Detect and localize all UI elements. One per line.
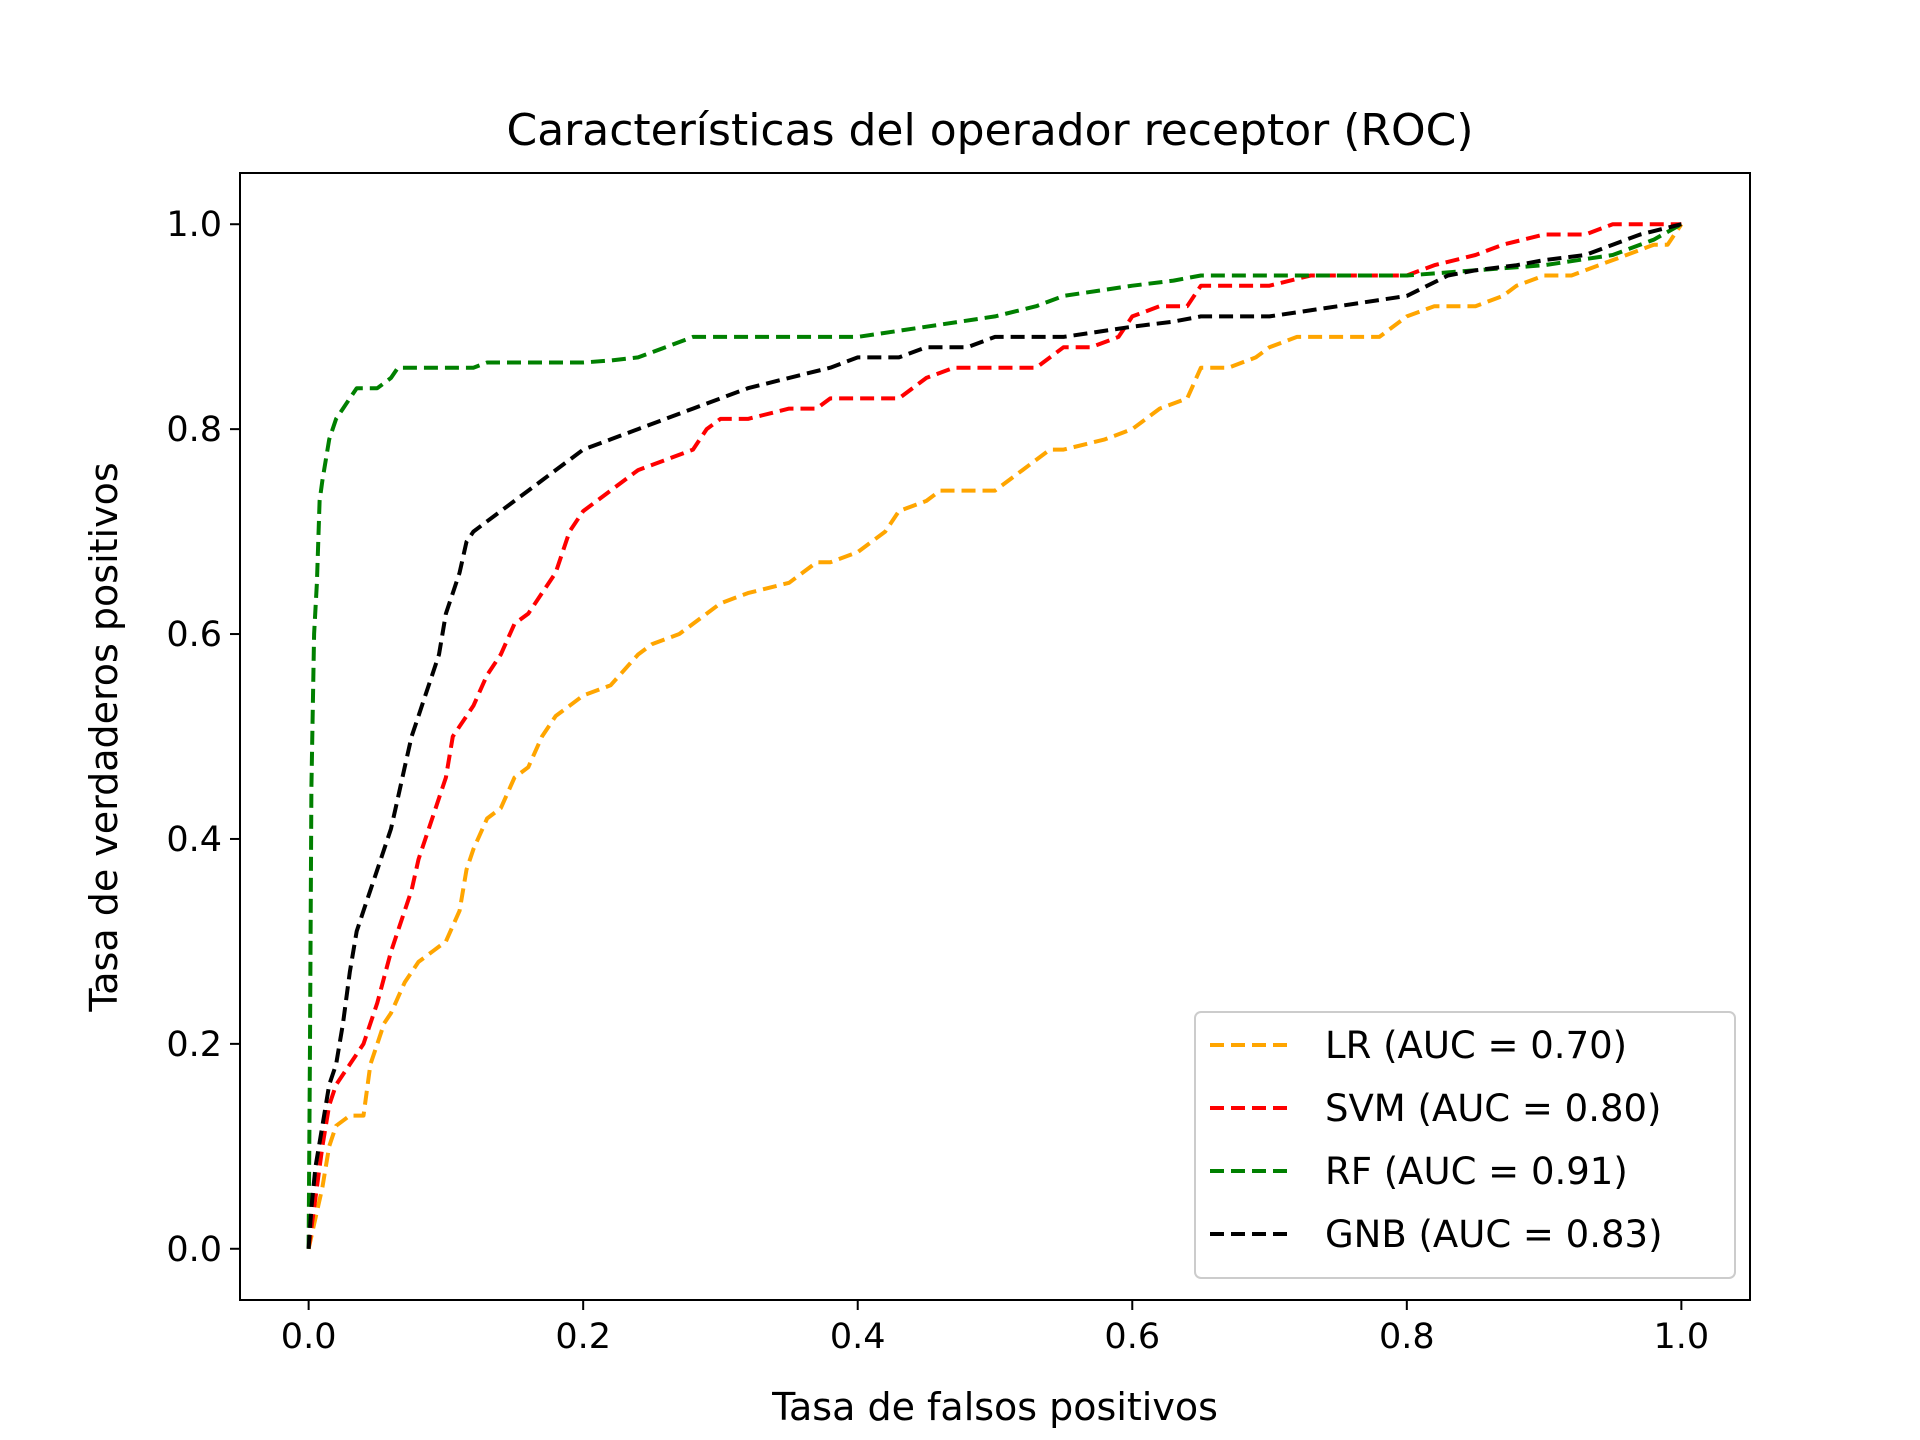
y-axis-label: Tasa de verdaderos positivos: [82, 462, 126, 1012]
series-line-3: [306, 222, 1682, 1249]
legend-items: LR (AUC = 0.70) SVM (AUC = 0.80) RF (AUC =…: [1210, 1024, 1663, 1256]
legend-label-2: RF (AUC = 0.91): [1325, 1150, 1628, 1193]
y-tick-label: 0.4: [166, 820, 222, 860]
y-tick-label: 0.6: [166, 615, 222, 655]
series-layer: [306, 222, 1684, 1250]
series-line-1: [306, 222, 1682, 1250]
series-line-2: [306, 222, 1683, 1249]
axes-frame: [239, 172, 1751, 1301]
x-tick-label: 0.4: [830, 1317, 886, 1357]
chart-title: Características del operador receptor (R…: [506, 105, 1473, 156]
x-tick-label: 0.6: [1104, 1317, 1160, 1357]
axes-area: 0.0 0.2 0.4 0.6 0.8 1.0 0.0 0.2 0.4 0.6 0.8 1.0: [166, 172, 1751, 1357]
x-tick-label: 0.0: [281, 1317, 337, 1357]
x-tick-label: 0.2: [555, 1317, 611, 1357]
x-axis-label: Tasa de falsos positivos: [771, 1385, 1218, 1429]
series-line-0: [306, 223, 1684, 1250]
legend-label-0: LR (AUC = 0.70): [1325, 1024, 1627, 1067]
y-tick-label: 0.0: [166, 1230, 222, 1270]
legend-label-3: GNB (AUC = 0.83): [1325, 1213, 1663, 1256]
x-tick-label: 0.8: [1379, 1317, 1435, 1357]
x-axis: 0.0 0.2 0.4 0.6 0.8 1.0: [281, 1300, 1709, 1357]
y-tick-label: 1.0: [166, 205, 222, 245]
legend: LR (AUC = 0.70) SVM (AUC = 0.80) RF (AUC =…: [1194, 1011, 1736, 1279]
x-tick-label: 1.0: [1654, 1317, 1710, 1357]
legend-label-1: SVM (AUC = 0.80): [1325, 1087, 1662, 1130]
y-axis: 0.0 0.2 0.4 0.6 0.8 1.0: [166, 205, 240, 1270]
y-tick-label: 0.8: [166, 410, 222, 450]
legend-box: [1194, 1011, 1736, 1279]
y-tick-label: 0.2: [166, 1025, 222, 1065]
